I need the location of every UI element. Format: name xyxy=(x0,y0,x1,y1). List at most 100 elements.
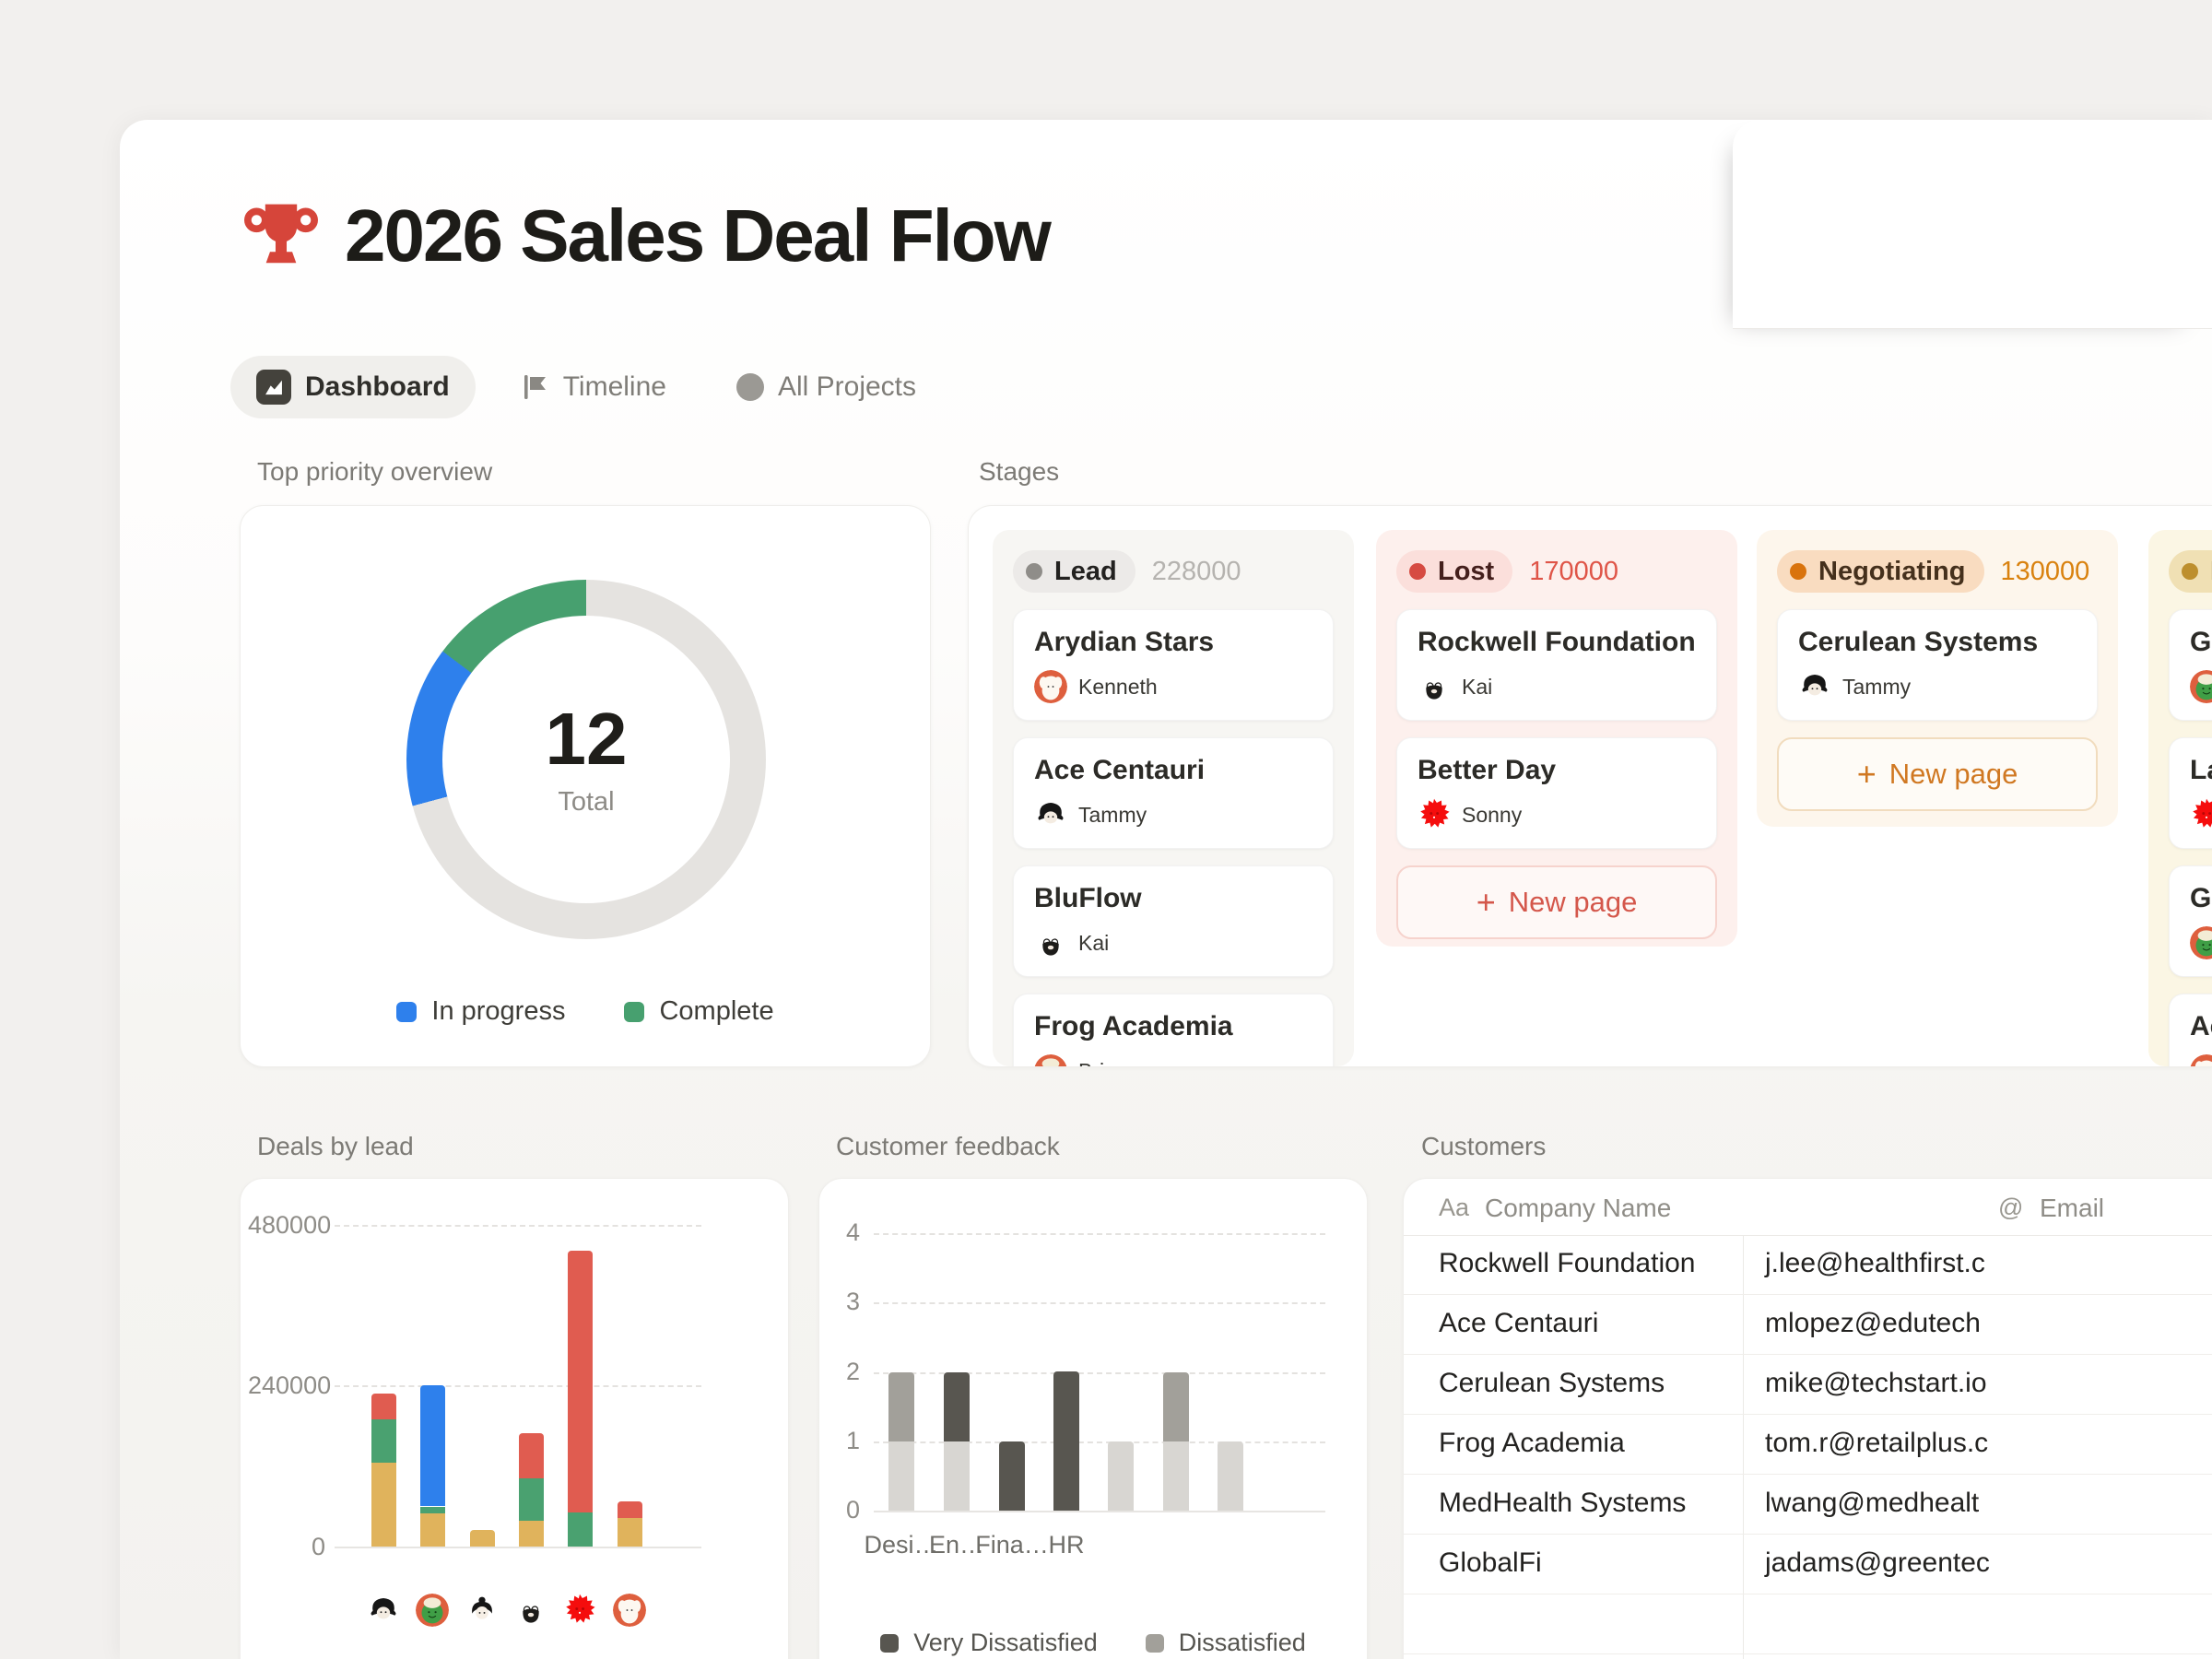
stage-header: Negotiating 130000 xyxy=(1777,550,2098,593)
deal-card[interactable]: Better Day Sonny xyxy=(1396,737,1717,849)
deal-card[interactable]: Rockwell Foundation Kai xyxy=(1396,609,1717,721)
cell-email: jadams@greentec xyxy=(1765,1547,1990,1578)
stages-board: Lead 228000 Arydian Stars Kenneth Ace Centau… xyxy=(968,505,2212,1067)
y-tick-label: 4 xyxy=(845,1218,860,1246)
table-row[interactable]: Ace Centauri mlopez@edutech xyxy=(1404,1295,2212,1355)
deal-card[interactable]: Arydian Stars Kenneth xyxy=(1013,609,1334,721)
table-row[interactable]: Cerulean Systems mike@techstart.io xyxy=(1404,1355,2212,1415)
stage-total-value: 170000 xyxy=(1529,556,1618,586)
deal-card[interactable]: Cerulean Systems Tammy xyxy=(1777,609,2098,721)
deal-company: Ace Centauri xyxy=(1034,755,1206,785)
top-right-panel xyxy=(1733,120,2212,329)
table-row[interactable]: Frog Academia tom.r@retailplus.c xyxy=(1404,1415,2212,1475)
stage-column-p: P Glo B Las S Gre B Acm K xyxy=(2148,530,2212,1066)
stage-name: Lost xyxy=(1438,556,1495,586)
cell-company-name: Ace Centauri xyxy=(1439,1308,1599,1338)
tab-label: Dashboard xyxy=(305,371,450,402)
legend-label: In progress xyxy=(431,996,566,1026)
table-row[interactable]: Rockwell Foundation j.lee@healthfirst.c xyxy=(1404,1235,2212,1295)
axis-avatar-sonny xyxy=(563,1594,596,1627)
stage-name: P xyxy=(2210,557,2212,587)
x-tick-label: En… xyxy=(928,1531,985,1559)
chart-icon xyxy=(256,370,291,405)
stage-total-value: 130000 xyxy=(2000,556,2090,586)
legend-item-complete: Complete xyxy=(624,996,774,1027)
page-header: 2026 Sales Deal Flow xyxy=(241,194,1052,278)
tab-dashboard[interactable]: Dashboard xyxy=(230,356,476,418)
cell-company-name: GlobalFi xyxy=(1439,1547,1542,1578)
section-label-priority: Top priority overview xyxy=(257,457,493,486)
stage-pill: P xyxy=(2169,550,2212,593)
deal-card[interactable]: Glo B xyxy=(2169,609,2212,721)
bar-segment-red xyxy=(568,1251,593,1512)
bar xyxy=(944,1371,970,1511)
bar-segment-yellow xyxy=(420,1513,445,1547)
legend-swatch xyxy=(1145,1633,1164,1653)
deal-card[interactable]: Gre B xyxy=(2169,865,2212,977)
deal-card[interactable]: Frog Academia Brian xyxy=(1013,994,1334,1066)
plus-icon: + xyxy=(1856,755,1877,793)
bar-segment-very_dissatisfied xyxy=(1053,1371,1079,1511)
plus-icon: + xyxy=(1476,883,1496,921)
gridline xyxy=(874,1302,1325,1304)
new-page-button[interactable]: + New page xyxy=(1396,865,1717,939)
legend-swatch xyxy=(880,1633,900,1653)
stage-name: Negotiating xyxy=(1818,556,1966,586)
new-page-button[interactable]: + New page xyxy=(1777,737,2098,811)
donut-total-value: 12 xyxy=(545,697,628,780)
stage-pill: Negotiating xyxy=(1777,550,1984,593)
table-row[interactable]: GlobalFi jadams@greentec xyxy=(1404,1535,2212,1594)
stage-dot-icon xyxy=(1790,563,1806,580)
bar-segment-light xyxy=(944,1441,970,1511)
stage-dot-icon xyxy=(1409,563,1426,580)
deal-person-row: Tammy xyxy=(1034,798,1312,831)
tab-all-projects[interactable]: All Projects xyxy=(711,356,942,418)
deal-company: Gre xyxy=(2190,883,2212,913)
table-row[interactable]: MedHealth Systems lwang@medhealt xyxy=(1404,1475,2212,1535)
text-type-icon: Aa xyxy=(1439,1194,1470,1221)
customer-feedback-card: 4 3 2 1 0 Desi… En… Fina… HR Very Dissatisfied Dis… xyxy=(818,1178,1368,1659)
bar-segment-light xyxy=(888,1441,914,1511)
stage-column-negotiating: Negotiating 130000 Cerulean Systems Tammy + N… xyxy=(1757,530,2118,827)
bar-segment-very_dissatisfied xyxy=(944,1372,970,1441)
bar-segment-red xyxy=(618,1501,642,1518)
avatar-brian xyxy=(2190,926,2212,959)
gridline xyxy=(874,1233,1325,1235)
view-tabs: Dashboard Timeline All Projects xyxy=(230,356,942,418)
avatar-brian xyxy=(2190,670,2212,703)
y-tick-label: 0 xyxy=(845,1496,860,1524)
tab-timeline[interactable]: Timeline xyxy=(494,356,692,418)
avatar-kenneth xyxy=(1034,670,1067,703)
circle-icon xyxy=(735,373,764,401)
section-label-stages: Stages xyxy=(979,457,1060,486)
bar-segment-dissatisfied xyxy=(1163,1372,1189,1441)
gridline xyxy=(335,1225,701,1227)
bar-segment-very_dissatisfied xyxy=(999,1441,1025,1511)
bar xyxy=(1053,1371,1079,1511)
deal-card[interactable]: Las S xyxy=(2169,737,2212,849)
avatar-tammy xyxy=(1034,798,1067,831)
deal-company: Arydian Stars xyxy=(1034,627,1215,657)
deal-person-name: Tammy xyxy=(1078,802,1147,827)
stage-dot-icon xyxy=(2182,563,2198,580)
column-divider xyxy=(1743,1235,1744,1659)
cell-company-name: Rockwell Foundation xyxy=(1439,1248,1696,1278)
deal-company: Rockwell Foundation xyxy=(1418,627,1696,657)
deal-person-row: Tammy xyxy=(1798,670,2077,703)
deal-company: Better Day xyxy=(1418,755,1557,785)
y-tick-label: 3 xyxy=(845,1288,860,1315)
y-tick-label: 2 xyxy=(845,1358,860,1385)
axis-avatar-mei xyxy=(465,1594,499,1627)
cell-company-name: Cerulean Systems xyxy=(1439,1368,1665,1398)
bar-segment-green xyxy=(568,1512,593,1547)
deal-card[interactable]: Acm K xyxy=(2169,994,2212,1066)
bar-segment-light xyxy=(1163,1441,1189,1511)
deal-card[interactable]: BluFlow Kai xyxy=(1013,865,1334,977)
avatar-kai xyxy=(1034,926,1067,959)
section-label-customers: Customers xyxy=(1421,1132,1547,1160)
deal-card[interactable]: Ace Centauri Tammy xyxy=(1013,737,1334,849)
deals-by-lead-card: 480000 240000 0 xyxy=(240,1178,789,1659)
bar-segment-green xyxy=(371,1419,396,1463)
bar xyxy=(470,1530,495,1547)
